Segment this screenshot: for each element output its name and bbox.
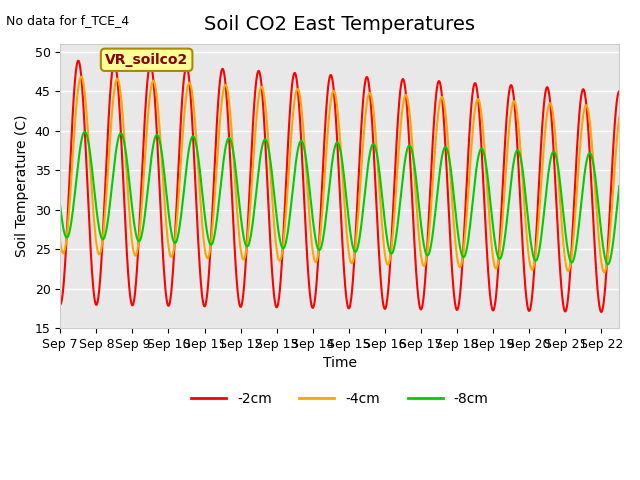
X-axis label: Time: Time (323, 356, 356, 370)
Y-axis label: Soil Temperature (C): Soil Temperature (C) (15, 115, 29, 257)
Text: No data for f_TCE_4: No data for f_TCE_4 (6, 14, 129, 27)
Title: Soil CO2 East Temperatures: Soil CO2 East Temperatures (204, 15, 476, 34)
Legend: -2cm, -4cm, -8cm: -2cm, -4cm, -8cm (186, 386, 494, 411)
Text: VR_soilco2: VR_soilco2 (105, 53, 188, 67)
